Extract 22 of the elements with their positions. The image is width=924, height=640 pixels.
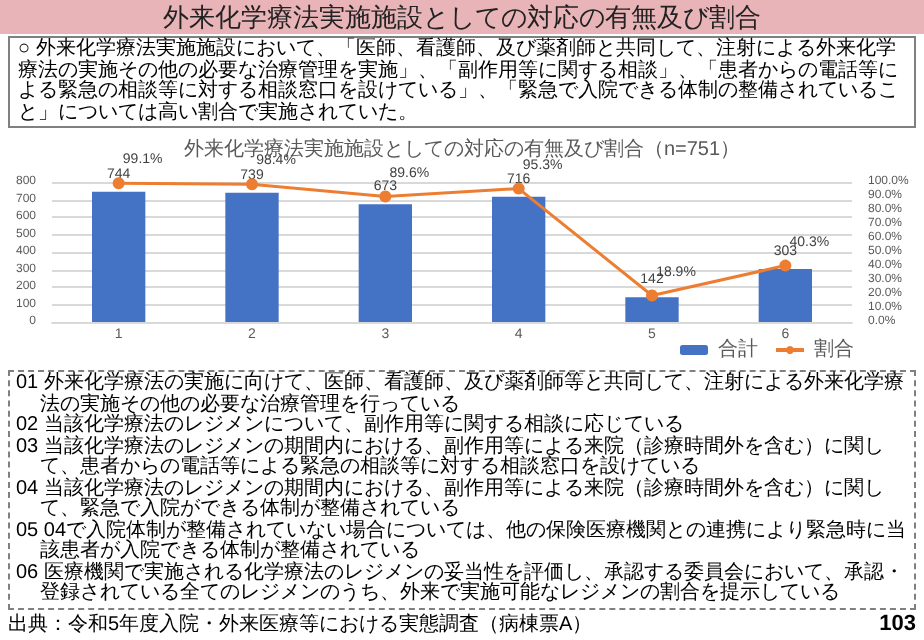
- text: 05 04で入院体制が整備されていない場合については、他の保険医療機関との連携により緊急時に当該患者が入院できる体制が整備されている: [16, 519, 908, 562]
- point: [779, 259, 792, 272]
- source-note: 出典：令和5年度入院・外来医療等における実態調査（病棟票A）: [8, 613, 593, 637]
- point: [112, 177, 125, 190]
- text: 03 当該化学療法のレジメンの期間内における、副作用等による来院（診療時間外を含む）に関して、患者からの電話等による緊急の相談等に対する相談窓口を設けている: [16, 435, 886, 478]
- text: 04 当該化学療法のレジメンの期間内における、副作用等による来院（診療時間外を含む）に関して、緊急で入院ができる体制が整備されている: [16, 477, 886, 520]
- bar: [625, 297, 679, 322]
- text: 02 当該化学療法のレジメンについて、副作用等に関する相談に応じている: [16, 414, 684, 436]
- legend-label: 合計: [718, 337, 758, 361]
- bar: [92, 191, 146, 322]
- legend-label: 割合: [814, 337, 854, 361]
- point: [379, 190, 392, 203]
- text: 103: [879, 611, 916, 635]
- text: ○ 外来化学療法実施施設において、「医師、看護師、及び薬剤師と共同して、注射による外来化学療法の実施その他の必要な治療管理を実施」、「副作用等に関する相談」、「患者からの電話等による緊急の相談等に対する相談窓口を設けている」、「緊急で入院できる体制の整備されていること」については高い割合で実施されていた。: [8, 36, 916, 128]
- bar: [225, 192, 279, 322]
- chart-title: 外来化学療法実施施設としての対応の有無及び割合: [0, 0, 924, 34]
- text: 01 外来化学療法の実施に向けて、医師、看護師、及び薬剤師等と共同して、注射による外来化学療法の実施その他の必要な治療管理を行っている: [16, 372, 906, 415]
- point: [646, 289, 658, 302]
- text: 06 医療機関で実施される化学療法のレジメンの妥当性を評価し、承認する委員会において、承認・登録されている全てのレジメンのうち、外来で実施可能なレジメンの割合を提示している: [16, 561, 906, 605]
- bar: [758, 268, 812, 322]
- bar: [358, 204, 412, 322]
- bar: [492, 196, 546, 322]
